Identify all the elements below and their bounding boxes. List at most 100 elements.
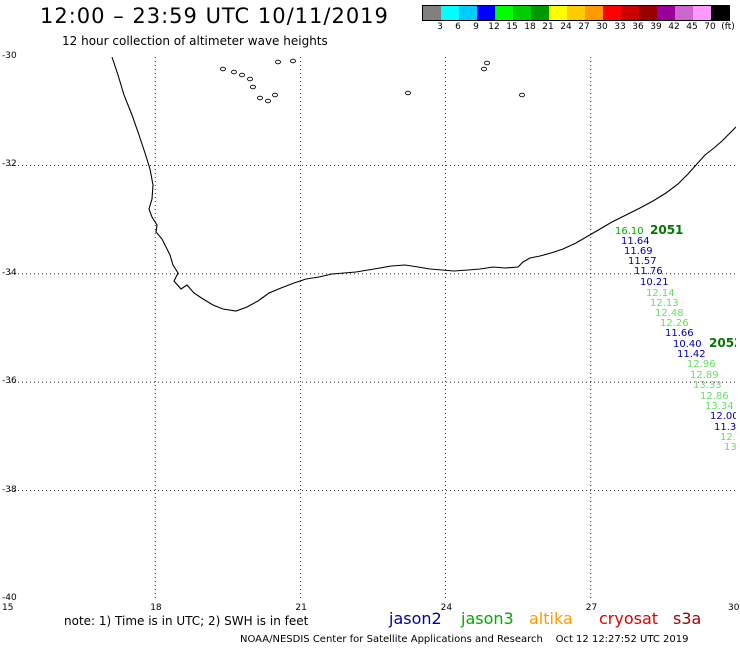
island (484, 60, 490, 66)
color-swatch (567, 6, 585, 20)
color-scale-label: 9 (473, 22, 479, 32)
color-scale-label: 42 (668, 22, 680, 32)
latitude-label: -34 (2, 267, 17, 278)
color-swatch (459, 6, 477, 20)
track-label: 2051 (650, 223, 683, 237)
wave-height-reading: 12.13 (650, 298, 679, 309)
footer-credit-text: NOAA/NESDIS Center for Satellite Applica… (240, 634, 543, 645)
color-scale-label: 21 (542, 22, 554, 32)
color-scale-label: 70 (704, 22, 716, 32)
color-scale-label: 30 (596, 22, 608, 32)
color-swatch (621, 6, 639, 20)
island (405, 90, 411, 96)
island (519, 92, 525, 98)
legend-altika: altika (529, 609, 573, 628)
color-scale-label: 27 (578, 22, 590, 32)
wave-height-reading: 11.42 (677, 349, 706, 360)
color-scale-label: 15 (506, 22, 518, 32)
island (220, 66, 226, 72)
longitude-label: 24 (440, 603, 453, 613)
footer-timestamp: Oct 12 12:27:52 UTC 2019 (555, 634, 689, 645)
wave-height-reading: 12.48 (655, 308, 684, 319)
page-title: 12:00 – 23:59 UTC 10/11/2019 (40, 4, 389, 28)
color-swatch (675, 6, 693, 20)
color-swatch (585, 6, 603, 20)
color-scale-label: 36 (632, 22, 644, 32)
wave-height-reading: 11.76 (634, 266, 663, 277)
page-subtitle: 12 hour collection of altimeter wave hei… (62, 34, 328, 48)
island (265, 98, 271, 104)
color-scale-label: 24 (560, 22, 572, 32)
footer-credit: NOAA/NESDIS Center for Satellite Applica… (240, 634, 689, 645)
island (247, 76, 253, 82)
wave-height-reading: 13.33 (693, 380, 722, 391)
color-swatch (711, 6, 729, 20)
longitude-label: 18 (150, 603, 162, 613)
color-swatch (495, 6, 513, 20)
color-scale-label: 39 (650, 22, 662, 32)
color-swatch (657, 6, 675, 20)
color-swatch (639, 6, 657, 20)
color-scale-label: 18 (524, 22, 536, 32)
wave-height-reading: 13.34 (705, 401, 734, 412)
wave-height-reading: 11.64 (621, 236, 650, 247)
island (257, 95, 263, 101)
color-swatch (423, 6, 441, 20)
latitude-label: -32 (2, 159, 17, 170)
color-swatch (441, 6, 459, 20)
wave-height-reading: 10.21 (640, 277, 669, 288)
wave-height-reading: 12. (720, 432, 736, 443)
longitude-label: 27 (585, 603, 598, 613)
color-swatch (693, 6, 711, 20)
latitude-label: -38 (2, 484, 17, 495)
wave-height-reading: 12.89 (690, 370, 719, 381)
track-label: 2052 (709, 336, 736, 350)
island (231, 69, 237, 75)
wave-height-reading: 16.10 (615, 226, 644, 237)
color-swatch (513, 6, 531, 20)
island (272, 92, 278, 98)
color-scale-bar (422, 5, 730, 21)
color-scale-labels: 3 6 9 12 15 18 21 24 27 30 33 36 39 42 45 70 (ft) (422, 22, 740, 34)
island (250, 84, 256, 90)
legend-note: note: 1) Time is in UTC; 2) SWH is in fe… (64, 614, 309, 628)
wave-height-reading: 11.3 (714, 422, 736, 433)
color-scale-label: 45 (686, 22, 698, 32)
longitude-label: 30 (728, 603, 740, 613)
wave-height-reading: 12.14 (646, 288, 675, 299)
color-scale-label: 12 (488, 22, 500, 32)
longitude-label: 15 (2, 603, 14, 613)
wave-readings: 16.1011.6411.6911.5711.7610.2112.1412.13… (615, 223, 736, 453)
wave-height-reading: 11.66 (665, 328, 694, 339)
latitude-label: -36 (2, 376, 17, 387)
island (481, 66, 487, 72)
island (275, 59, 281, 65)
coastline (111, 57, 736, 312)
map-grid (10, 57, 736, 599)
wave-height-reading: 11.57 (628, 256, 657, 267)
island (239, 72, 245, 78)
wave-height-reading: 12.26 (660, 318, 689, 329)
latitude-label: -30 (2, 51, 17, 61)
color-swatch (531, 6, 549, 20)
islands (220, 58, 525, 104)
legend-s3a: s3a (673, 609, 702, 628)
wave-height-reading: 10.40 (673, 339, 702, 350)
island (290, 58, 296, 64)
legend-jason2: jason2 (389, 609, 442, 628)
color-scale-label: 6 (455, 22, 461, 32)
latitude-label: -40 (2, 593, 17, 603)
color-swatch (477, 6, 495, 20)
wave-height-reading: 12.86 (700, 391, 729, 402)
wave-height-reading: 13 (724, 442, 736, 453)
color-swatch (603, 6, 621, 20)
color-swatch (549, 6, 567, 20)
legend-jason3: jason3 (461, 609, 514, 628)
wave-height-reading: 11.69 (624, 246, 653, 257)
legend-cryosat: cryosat (599, 609, 659, 628)
color-scale-label: (ft) (721, 22, 735, 32)
color-scale-label: 33 (614, 22, 626, 32)
color-scale-label: 3 (437, 22, 443, 32)
wave-height-map: 16.1011.6411.6911.5711.7610.2112.1412.13… (10, 57, 736, 599)
wave-height-reading: 12.96 (687, 359, 716, 370)
